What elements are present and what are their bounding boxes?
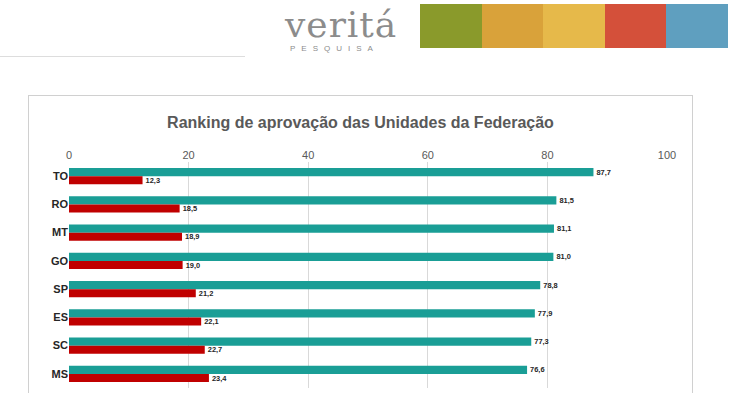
svg-text:RO: RO [52, 198, 69, 210]
svg-text:18,9: 18,9 [185, 232, 199, 241]
svg-text:100: 100 [658, 149, 676, 161]
svg-text:76,6: 76,6 [530, 365, 544, 374]
html-text:veritá: veritá [285, 4, 398, 45]
svg-text:77,3: 77,3 [534, 337, 548, 346]
svg-text:21,2: 21,2 [199, 289, 213, 298]
svg-text:23,4: 23,4 [212, 374, 227, 383]
svg-text:MT: MT [52, 226, 68, 238]
svg-text:22,1: 22,1 [204, 317, 218, 326]
svg-text:81,5: 81,5 [559, 196, 573, 205]
svg-text:MS: MS [52, 368, 69, 380]
svg-text:22,7: 22,7 [208, 345, 222, 354]
html-text:PESQUISA: PESQUISA [290, 44, 379, 53]
svg-text:Ranking de aprovação das Unida: Ranking de aprovação das Unidades da Fed… [167, 114, 554, 131]
svg-text:20: 20 [182, 149, 194, 161]
svg-text:87,7: 87,7 [596, 168, 610, 177]
svg-text:80: 80 [541, 149, 553, 161]
svg-text:SP: SP [53, 283, 68, 295]
svg-text:0: 0 [66, 149, 72, 161]
svg-text:77,9: 77,9 [538, 309, 552, 318]
svg-text:78,8: 78,8 [543, 281, 557, 290]
svg-text:ES: ES [53, 311, 68, 323]
svg-text:81,0: 81,0 [556, 252, 570, 261]
svg-text:81,1: 81,1 [557, 224, 571, 233]
svg-text:60: 60 [422, 149, 434, 161]
svg-text:12,3: 12,3 [146, 176, 160, 185]
svg-text:TO: TO [53, 170, 69, 182]
svg-text:GO: GO [51, 255, 69, 267]
svg-text:40: 40 [302, 149, 314, 161]
svg-text:18,5: 18,5 [183, 204, 197, 213]
svg-text:19,0: 19,0 [186, 261, 200, 270]
svg-text:SC: SC [53, 339, 68, 351]
